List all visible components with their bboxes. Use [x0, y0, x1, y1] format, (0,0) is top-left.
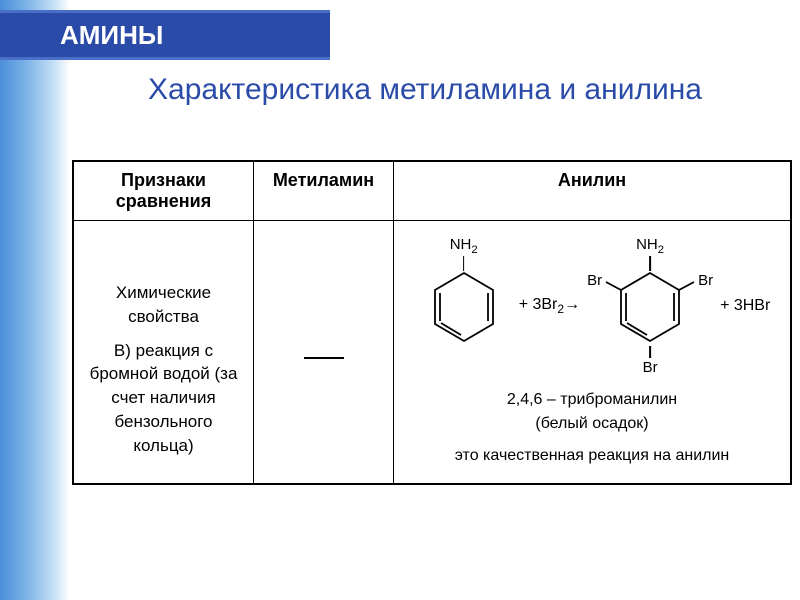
product-note-text: (белый осадок): [404, 412, 780, 436]
aniline-cell: NH2 + 3Br2→: [394, 221, 791, 484]
header-title: АМИНЫ: [60, 20, 163, 51]
qualitative-reaction-text: это качественная реакция на анилин: [404, 444, 780, 468]
column-aniline: Анилин: [394, 162, 791, 221]
br-label-bottom: Br: [643, 359, 658, 376]
br-label-left: Br: [587, 272, 602, 289]
nh2-bond-product: [649, 256, 651, 271]
aniline-molecule: NH2: [414, 236, 514, 376]
reagent-text: + 3Br2→: [519, 296, 580, 316]
product-name-text: 2,4,6 – триброманилин: [404, 388, 780, 412]
benzene-ring-product-icon: [602, 271, 698, 347]
benzene-ring-icon: [429, 271, 499, 347]
header-banner: АМИНЫ: [0, 10, 330, 60]
left-gradient-decoration: [0, 0, 70, 600]
br-bond-bottom: [649, 346, 651, 358]
dash-icon: [304, 357, 344, 359]
br-label-right: Br: [698, 272, 713, 289]
reaction-equation: NH2 + 3Br2→: [404, 236, 780, 376]
product-description: 2,4,6 – триброманилин (белый осадок) это…: [404, 388, 780, 468]
criteria-cell: Химические свойства В) реакция с бромной…: [74, 221, 254, 484]
table-header-row: Признаки сравнения Метиламин Анилин: [74, 162, 791, 221]
criteria-line1: Химические свойства: [82, 281, 245, 329]
tribromoaniline-molecule: NH2 Br Br: [585, 236, 715, 376]
page-subtitle: Характеристика метиламина и анилина: [70, 70, 780, 109]
nh2-label: NH2: [450, 236, 478, 256]
table-row: Химические свойства В) реакция с бромной…: [74, 221, 791, 484]
nh2-bond: [463, 256, 465, 271]
criteria-line2: В) реакция с бромной водой (за счет нали…: [82, 339, 245, 458]
comparison-table: Признаки сравнения Метиламин Анилин Хими…: [72, 160, 792, 485]
product-suffix: + 3HBr: [720, 297, 770, 315]
methylamine-cell: [254, 221, 394, 484]
column-criteria: Признаки сравнения: [74, 162, 254, 221]
column-methylamine: Метиламин: [254, 162, 394, 221]
nh2-label-product: NH2: [636, 236, 664, 256]
